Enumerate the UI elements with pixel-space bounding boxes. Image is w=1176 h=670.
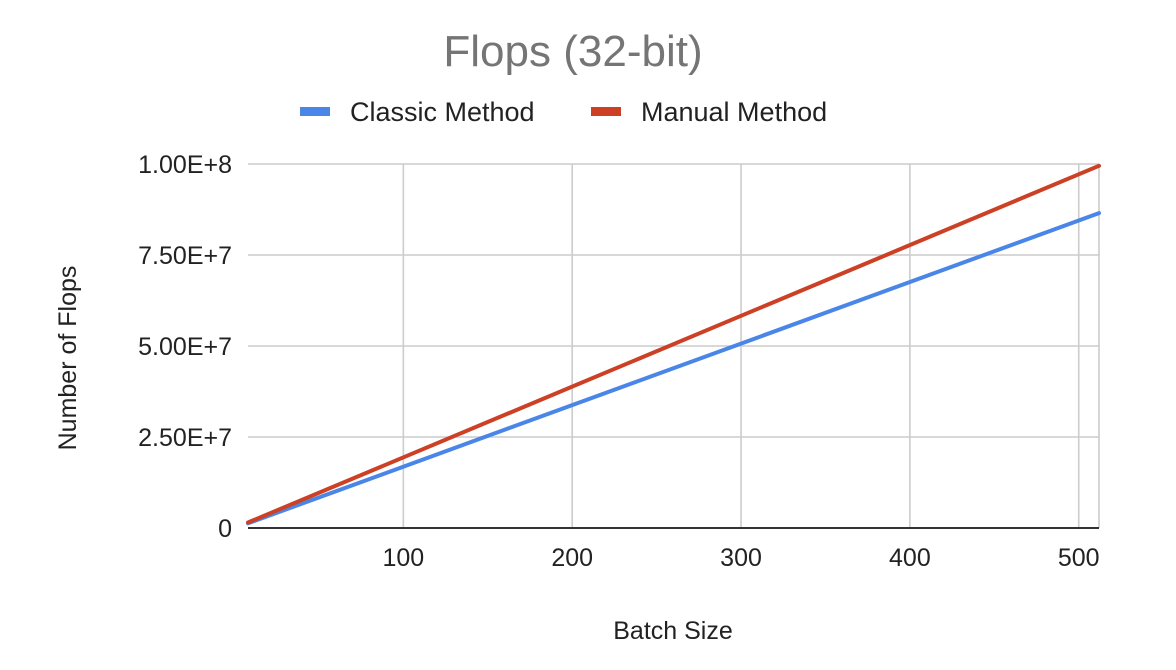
series-line-manual-method bbox=[246, 163, 1101, 525]
x-tick-label: 500 bbox=[1058, 544, 1100, 572]
y-tick-label: 7.50E+7 bbox=[138, 242, 232, 270]
y-axis-title: Number of Flops bbox=[54, 266, 82, 451]
grid bbox=[248, 163, 1100, 528]
series-lines bbox=[246, 163, 1101, 526]
series-line-classic-method bbox=[246, 211, 1101, 526]
legend-label-manual-method: Manual Method bbox=[641, 97, 827, 127]
x-axis-ticks: 100 200 300 400 500 bbox=[382, 544, 1099, 572]
x-tick-label: 400 bbox=[889, 544, 931, 572]
y-tick-label: 0 bbox=[218, 515, 232, 543]
x-tick-label: 200 bbox=[551, 544, 593, 572]
y-tick-label: 5.00E+7 bbox=[138, 333, 232, 361]
y-tick-label: 2.50E+7 bbox=[138, 424, 232, 452]
legend-swatch-classic-method bbox=[300, 107, 330, 116]
x-axis-title: Batch Size bbox=[613, 617, 733, 645]
chart-title: Flops (32-bit) bbox=[443, 27, 702, 76]
x-tick-label: 100 bbox=[382, 544, 424, 572]
y-axis-ticks: 0 2.50E+7 5.00E+7 7.50E+7 1.00E+8 bbox=[138, 151, 232, 543]
legend-label-classic-method: Classic Method bbox=[350, 97, 535, 127]
legend: Classic Method Manual Method bbox=[300, 97, 827, 127]
x-tick-label: 300 bbox=[720, 544, 762, 572]
legend-swatch-manual-method bbox=[591, 107, 621, 116]
y-tick-label: 1.00E+8 bbox=[138, 151, 232, 179]
